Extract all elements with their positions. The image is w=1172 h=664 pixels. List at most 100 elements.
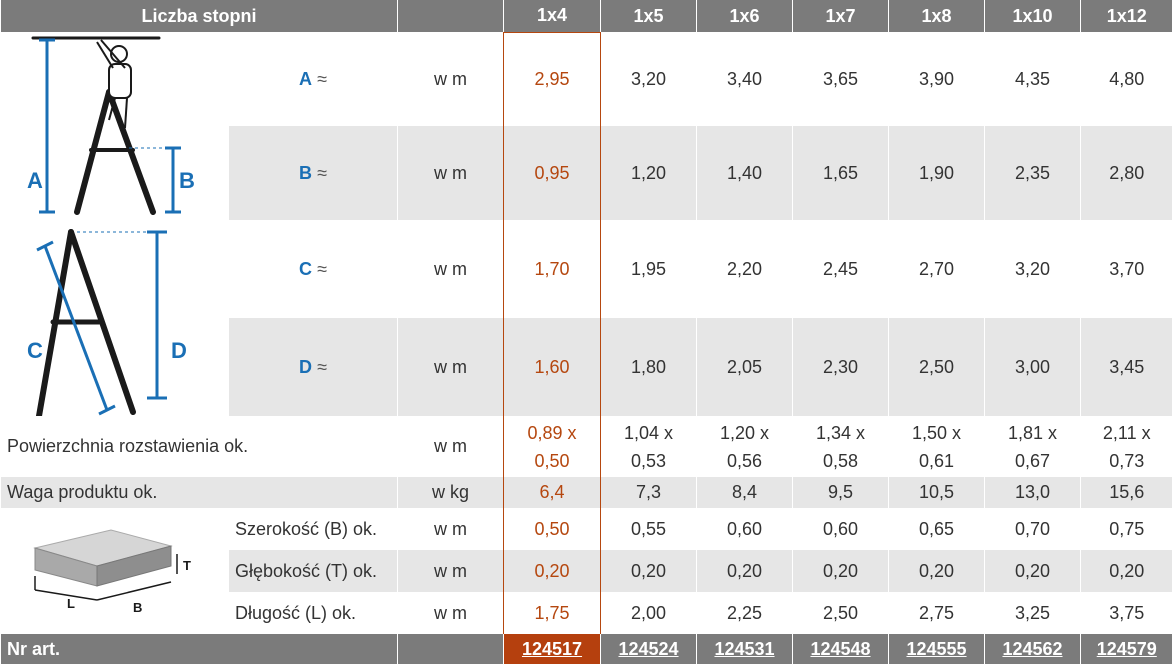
article-cell: 124531 <box>696 634 793 664</box>
value-cell: 1,95 <box>600 220 697 318</box>
row-label: Powierzchnia rozstawienia ok. <box>0 416 398 477</box>
value-cell: 1,20 x 0,56 <box>696 416 793 477</box>
value-cell: 0,70 <box>984 508 1081 550</box>
figure-label: C <box>27 338 43 363</box>
value-cell: 2,80 <box>1080 126 1172 220</box>
value-line: 1,04 x <box>623 422 674 443</box>
row-label: Głębokość (T) ok. <box>227 550 398 592</box>
figure-label: L <box>67 596 75 611</box>
value-cell: 10,5 <box>888 477 985 508</box>
figure-label: B <box>133 600 142 615</box>
unit-cell: w m <box>397 550 504 592</box>
value-line: 0,73 <box>1109 450 1145 471</box>
value-line: 0,56 <box>726 450 763 471</box>
unit-cell: w m <box>397 318 504 416</box>
article-cell: 124579 <box>1080 634 1172 664</box>
value-cell: 2,70 <box>888 220 985 318</box>
dimension-label: D ≈ <box>227 318 398 416</box>
footer-label: Nr art. <box>0 634 398 664</box>
table-row: A B C D A ≈ w m 2,95 3,20 3,40 3,65 3,90 4,35 4,… <box>0 32 1172 416</box>
table-row: T L B Szerokość (B) ok. w m 0,50 0,55 0,60 0,… <box>0 508 1172 634</box>
approx-sign: ≈ <box>317 68 327 89</box>
value-cell: 0,65 <box>888 508 985 550</box>
value-cell: 4,80 <box>1080 32 1172 126</box>
dimension-label: B ≈ <box>227 126 398 220</box>
value-cell: 9,5 <box>792 477 889 508</box>
value-cell: 0,20 <box>503 550 602 592</box>
article-cell: 124517 <box>503 634 602 664</box>
value-cell: 1x6 <box>696 0 793 32</box>
value-cell: 13,0 <box>984 477 1081 508</box>
box-figure: T L B <box>33 529 191 615</box>
figure-label: D <box>171 338 187 363</box>
value-cell: 3,00 <box>984 318 1081 416</box>
value-cell: 3,40 <box>696 32 793 126</box>
table-row: Liczba stopni 1x4 1x5 1x6 1x7 1x8 1x10 1x12 <box>0 0 1172 33</box>
value-cell: 1x5 <box>600 0 697 32</box>
article-link[interactable]: 124531 <box>714 638 775 659</box>
value-cell: 6,4 <box>503 477 602 508</box>
unit-cell: w m <box>397 126 504 220</box>
value-cell: 1x4 <box>503 0 602 33</box>
value-cell: 8,4 <box>696 477 793 508</box>
value-cell: 3,75 <box>1080 592 1172 634</box>
table-row: Waga produktu ok. w kg 6,4 7,3 8,4 9,5 10,5 13,… <box>0 477 1172 508</box>
approx-sign: ≈ <box>317 356 327 377</box>
value-cell: 3,70 <box>1080 220 1172 318</box>
value-cell: 7,3 <box>600 477 697 508</box>
value-cell: 1,80 <box>600 318 697 416</box>
article-cell: 124555 <box>888 634 985 664</box>
value-cell: 2,35 <box>984 126 1081 220</box>
value-cell: 3,20 <box>600 32 697 126</box>
value-cell: 2,50 <box>888 318 985 416</box>
value-line: 0,89 x <box>527 422 577 443</box>
unit-cell: w m <box>397 592 504 634</box>
dimension-label: C ≈ <box>227 220 398 318</box>
table-row: Długość (L) ok. w m 1,75 2,00 2,25 2,50 2,75 3,… <box>1 592 1172 634</box>
value-cell: 2,00 <box>600 592 697 634</box>
article-link[interactable]: 124517 <box>521 638 583 659</box>
value-cell: 1,50 x 0,61 <box>888 416 985 477</box>
article-link[interactable]: 124524 <box>618 638 679 659</box>
value-cell: 2,75 <box>888 592 985 634</box>
value-line: 1,20 x <box>719 422 770 443</box>
value-cell: 0,20 <box>888 550 985 592</box>
value-cell: 1,75 <box>503 592 602 634</box>
value-cell: 3,90 <box>888 32 985 126</box>
value-cell: 0,20 <box>600 550 697 592</box>
header-cell <box>397 0 504 32</box>
unit-cell: w m <box>397 32 504 126</box>
unit-cell: w kg <box>397 477 504 508</box>
figure-label: A <box>27 168 43 193</box>
article-link[interactable]: 124548 <box>810 638 871 659</box>
article-link[interactable]: 124555 <box>906 638 967 659</box>
value-cell: 1,70 <box>503 220 602 318</box>
article-link[interactable]: 124579 <box>1096 638 1157 659</box>
dimension-letter: B <box>299 162 313 183</box>
figure-label: B <box>179 168 195 193</box>
value-cell: 2,20 <box>696 220 793 318</box>
value-line: 0,58 <box>822 450 859 471</box>
row-label: Waga produktu ok. <box>0 477 398 508</box>
value-cell: 1,40 <box>696 126 793 220</box>
value-cell: 1,81 x 0,67 <box>984 416 1081 477</box>
unit-cell: w m <box>397 220 504 318</box>
unit-cell: w m <box>397 508 504 550</box>
value-cell: 0,20 <box>1080 550 1172 592</box>
article-link[interactable]: 124562 <box>1002 638 1063 659</box>
dimension-letter: A <box>299 68 313 89</box>
value-cell: 2,30 <box>792 318 889 416</box>
value-cell: 1,90 <box>888 126 985 220</box>
value-cell: 1x8 <box>888 0 985 32</box>
value-cell: 15,6 <box>1080 477 1172 508</box>
value-cell: 3,25 <box>984 592 1081 634</box>
value-line: 0,53 <box>630 450 667 471</box>
table-row: Powierzchnia rozstawienia ok. w m 0,89 x 0,… <box>0 416 1172 477</box>
article-cell: 124548 <box>792 634 889 664</box>
value-line: 1,34 x <box>815 422 866 443</box>
value-cell: 3,20 <box>984 220 1081 318</box>
value-cell: 1,04 x 0,53 <box>600 416 697 477</box>
value-cell: 2,45 <box>792 220 889 318</box>
footer-cell <box>397 634 504 664</box>
